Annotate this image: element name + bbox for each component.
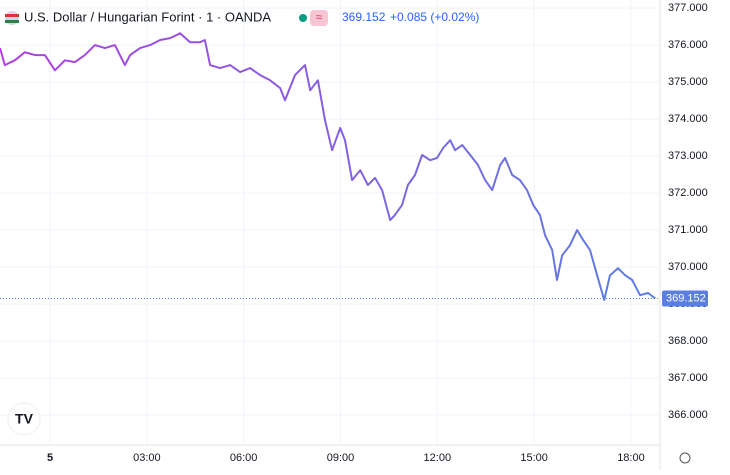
header-change: +0.085 (+0.02%) xyxy=(390,10,479,24)
status-dot xyxy=(299,14,307,22)
x-tick-label: 5 xyxy=(47,452,53,464)
last-price-label: 369.152 xyxy=(666,292,706,304)
y-tick-label: 370.000 xyxy=(668,261,708,273)
y-tick-label: 375.000 xyxy=(668,76,708,88)
x-tick-label: 09:00 xyxy=(327,452,355,464)
y-tick-label: 366.000 xyxy=(668,409,708,421)
status-badge-icon: ≈ xyxy=(316,10,323,24)
x-tick-label: 12:00 xyxy=(424,452,452,464)
symbol-flag xyxy=(5,11,19,25)
y-tick-label: 367.000 xyxy=(668,372,708,384)
svg-text:TV: TV xyxy=(15,411,34,427)
y-tick-label: 372.000 xyxy=(668,187,708,199)
x-tick-label: 18:00 xyxy=(617,452,645,464)
price-line xyxy=(0,32,656,301)
y-tick-label: 368.000 xyxy=(668,335,708,347)
y-tick-label: 377.000 xyxy=(668,2,708,14)
y-tick-label: 371.000 xyxy=(668,224,708,236)
last-price-box xyxy=(662,290,708,307)
settings-icon[interactable] xyxy=(679,452,691,464)
x-tick-label: 06:00 xyxy=(230,452,258,464)
y-tick-label: 374.000 xyxy=(668,113,708,125)
tv-logo: TV xyxy=(7,402,41,436)
x-tick-label: 03:00 xyxy=(133,452,161,464)
chart-title: U.S. Dollar / Hungarian Forint · 1 · OAN… xyxy=(24,9,271,24)
x-tick-label: 15:00 xyxy=(520,452,548,464)
y-tick-label: 376.000 xyxy=(668,39,708,51)
y-tick-label: 373.000 xyxy=(668,150,708,162)
header-price: 369.152 xyxy=(342,10,386,24)
status-badge xyxy=(310,10,328,26)
